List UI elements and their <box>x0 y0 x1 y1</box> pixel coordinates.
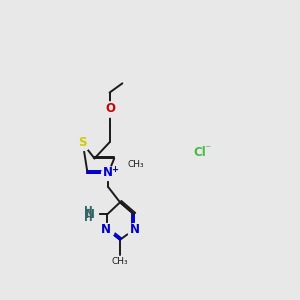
Text: H: H <box>84 214 93 224</box>
Text: H: H <box>84 206 93 216</box>
Text: N: N <box>103 166 113 178</box>
Text: Cl: Cl <box>193 146 206 159</box>
Text: +: + <box>111 165 118 174</box>
Text: S: S <box>79 136 87 149</box>
Text: N: N <box>130 223 140 236</box>
Text: ⁻: ⁻ <box>204 143 210 156</box>
Text: CH₃: CH₃ <box>127 160 144 169</box>
Text: N: N <box>85 208 95 221</box>
Text: O: O <box>105 102 115 115</box>
Text: N: N <box>101 223 111 236</box>
Text: CH₃: CH₃ <box>112 257 128 266</box>
